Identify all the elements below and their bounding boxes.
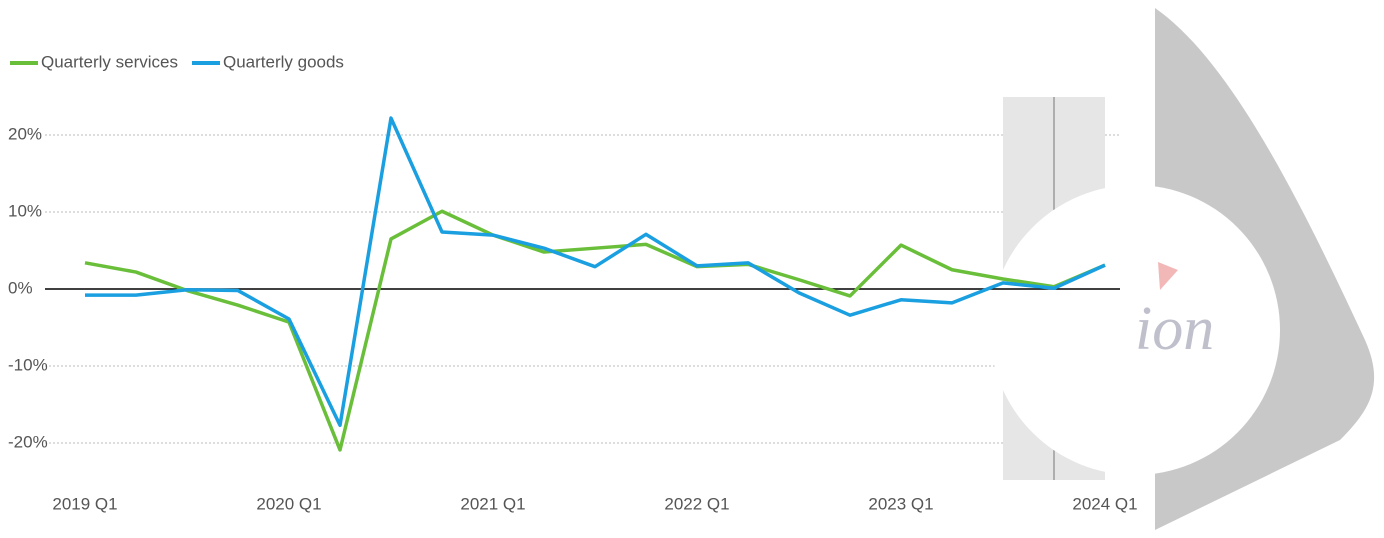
y-tick-label: 20% — [8, 124, 42, 143]
x-tick-label: 2024 Q1 — [1072, 494, 1137, 513]
legend-label: Quarterly services — [41, 52, 178, 71]
chart: ion Quarterly services Quarterly goods -2… — [0, 0, 1384, 538]
x-tick-label: 2022 Q1 — [664, 494, 729, 513]
watermark-text: ion — [1135, 295, 1214, 363]
legend: Quarterly services Quarterly goods — [10, 52, 344, 71]
x-tick-label: 2023 Q1 — [868, 494, 933, 513]
y-tick-label: -10% — [8, 355, 48, 374]
y-tick-label: 10% — [8, 201, 42, 220]
y-tick-label: 0% — [8, 278, 33, 297]
x-tick-label: 2020 Q1 — [256, 494, 321, 513]
series-line — [85, 211, 1105, 450]
x-tick-label: 2021 Q1 — [460, 494, 525, 513]
x-tick-label: 2019 Q1 — [52, 494, 117, 513]
series-line — [85, 118, 1105, 425]
legend-label: Quarterly goods — [223, 52, 344, 71]
y-tick-label: -20% — [8, 432, 48, 451]
